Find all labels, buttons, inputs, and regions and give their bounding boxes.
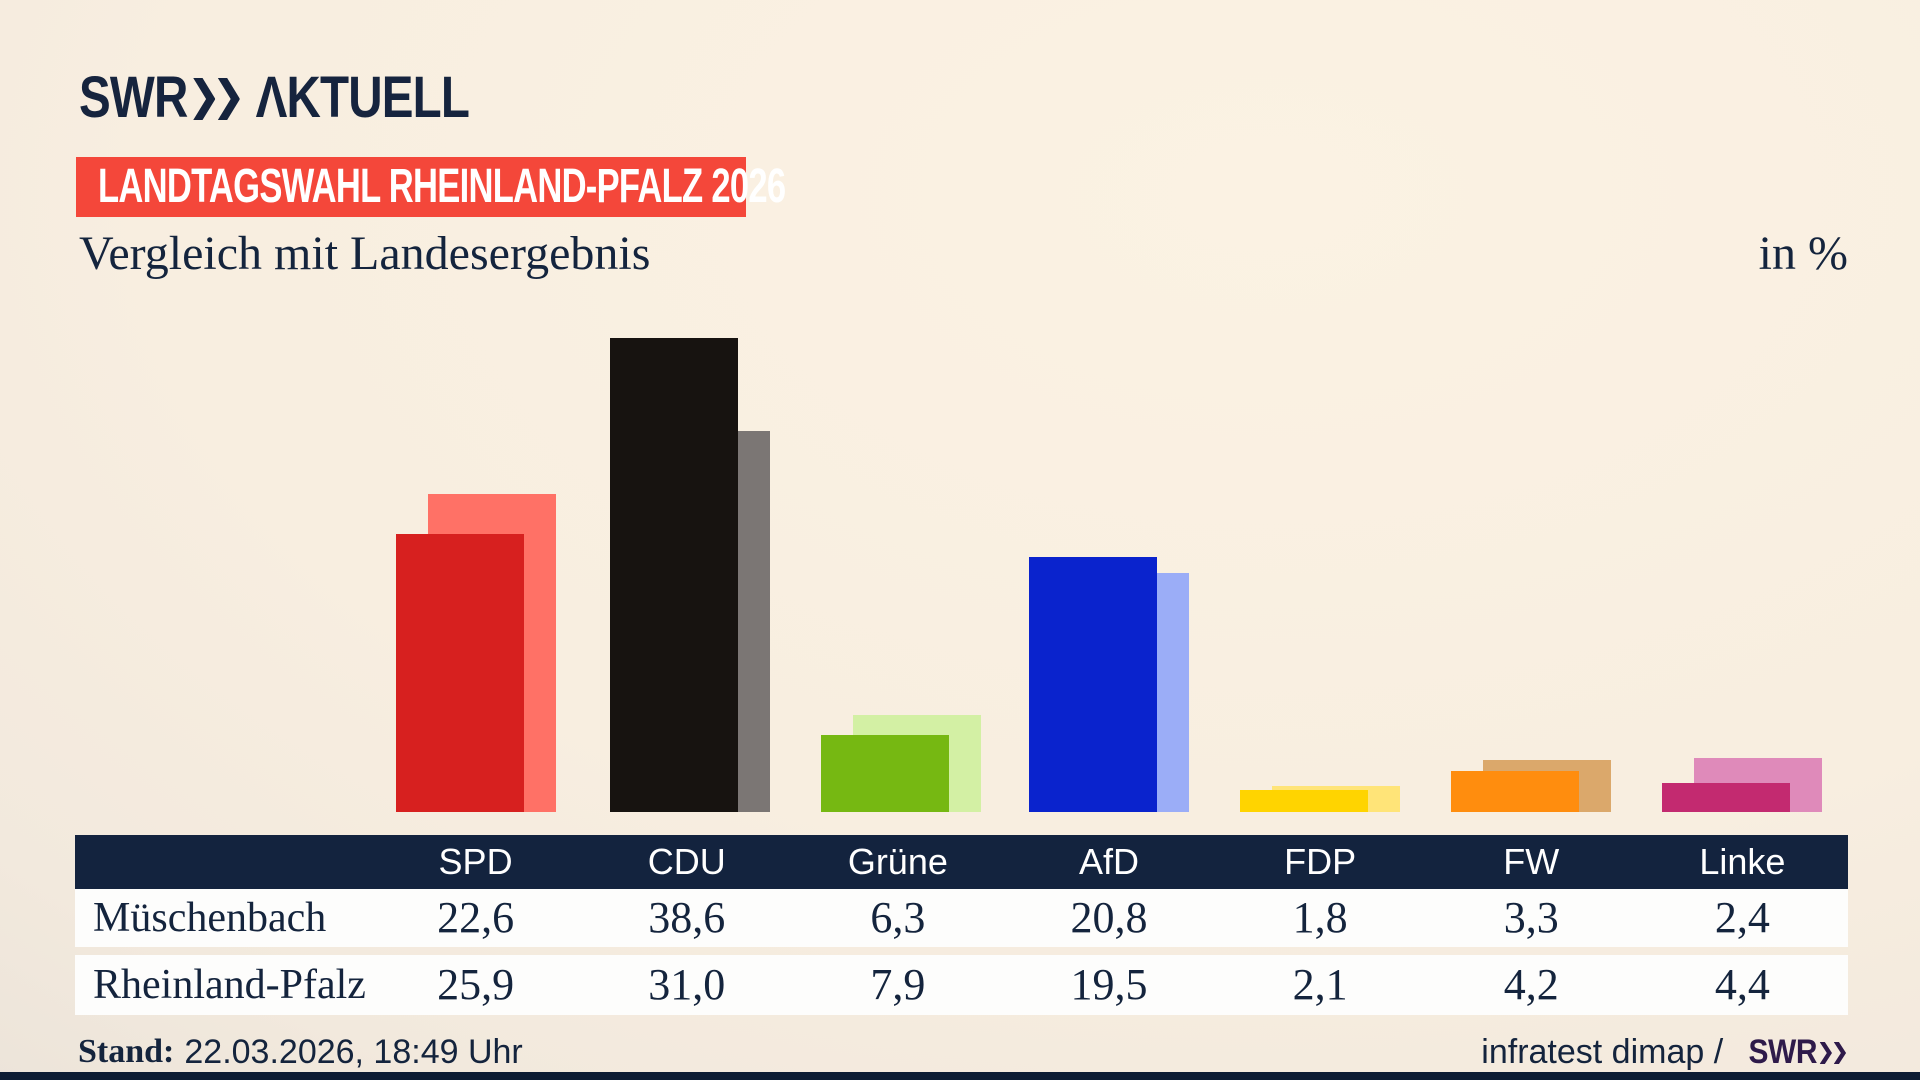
chevron-right-icon bbox=[1819, 1042, 1833, 1064]
value-Müschenbach-FDP: 1,8 bbox=[1292, 893, 1348, 942]
election-badge: LANDTAGSWAHL RHEINLAND-PFALZ 2026 bbox=[76, 157, 786, 217]
value-Müschenbach-CDU: 38,6 bbox=[648, 893, 726, 942]
election-badge-text: LANDTAGSWAHL RHEINLAND-PFALZ 2026 bbox=[98, 160, 786, 213]
swr-aktuell-logo: SWR ΛKTUELL bbox=[79, 65, 470, 130]
value-Rheinland-Pfalz-Linke: 4,4 bbox=[1714, 960, 1770, 1009]
chart-title: Vergleich mit Landesergebnis bbox=[79, 227, 651, 280]
timestamp: Stand: 22.03.2026, 18:49 Uhr bbox=[78, 1032, 523, 1072]
value-Rheinland-Pfalz-FDP: 2,1 bbox=[1292, 960, 1348, 1009]
swr-footer-wordmark: SWR bbox=[1748, 1033, 1818, 1071]
unit-label: in % bbox=[1758, 227, 1848, 280]
source-text: infratest dimap / bbox=[1481, 1033, 1724, 1071]
column-header-SPD: SPD bbox=[438, 841, 513, 882]
row-label: Müschenbach bbox=[93, 895, 327, 941]
column-header-Linke: Linke bbox=[1699, 841, 1786, 882]
column-header-FDP: FDP bbox=[1284, 841, 1357, 882]
double-chevron-icon bbox=[193, 78, 242, 120]
table-header-row: SPD CDU Grüne AfD FDP FW Linke bbox=[75, 835, 1848, 889]
column-header-Grüne: Grüne bbox=[847, 841, 948, 882]
chevron-right-icon bbox=[1833, 1042, 1847, 1064]
column-header-CDU: CDU bbox=[647, 841, 726, 882]
bar-mueschenbach-FDP bbox=[1240, 790, 1368, 812]
swr-wordmark: SWR bbox=[79, 65, 188, 130]
table-row: Rheinland-Pfalz 25,9 31,0 7,9 19,5 2,1 4,2 4,4 bbox=[75, 955, 1848, 1015]
value-Rheinland-Pfalz-Grüne: 7,9 bbox=[870, 960, 926, 1009]
value-Müschenbach-Grüne: 6,3 bbox=[870, 893, 926, 942]
column-header-AfD: AfD bbox=[1078, 841, 1139, 882]
bar-mueschenbach-SPD bbox=[396, 534, 524, 812]
bar-mueschenbach-FW bbox=[1451, 771, 1579, 812]
value-Rheinland-Pfalz-CDU: 31,0 bbox=[648, 960, 726, 1009]
bar-mueschenbach-Linke bbox=[1662, 783, 1790, 812]
bar-mueschenbach-AfD bbox=[1029, 557, 1157, 812]
value-Rheinland-Pfalz-SPD: 25,9 bbox=[437, 960, 515, 1009]
swr-footer-logo: SWR bbox=[1749, 1035, 1848, 1069]
source-attribution: infratest dimap / SWR bbox=[1481, 1032, 1848, 1072]
table-row: Müschenbach 22,6 38,6 6,3 20,8 1,8 3,3 2,4 bbox=[75, 889, 1848, 947]
bottom-edge-bar bbox=[0, 1072, 1920, 1080]
aktuell-wordmark: ΛKTUELL bbox=[255, 65, 470, 130]
bar-mueschenbach-Grüne bbox=[821, 735, 949, 812]
stand-value: 22.03.2026, 18:49 Uhr bbox=[184, 1033, 523, 1071]
value-Müschenbach-FW: 3,3 bbox=[1503, 893, 1559, 942]
value-Rheinland-Pfalz-AfD: 19,5 bbox=[1070, 960, 1148, 1009]
bar-mueschenbach-CDU bbox=[610, 338, 738, 812]
value-Müschenbach-SPD: 22,6 bbox=[437, 893, 515, 942]
column-header-FW: FW bbox=[1503, 841, 1560, 882]
stand-label: Stand: bbox=[78, 1033, 175, 1070]
value-Rheinland-Pfalz-FW: 4,2 bbox=[1503, 960, 1559, 1009]
row-label: Rheinland-Pfalz bbox=[93, 962, 366, 1008]
value-Müschenbach-Linke: 2,4 bbox=[1714, 893, 1770, 942]
double-chevron-icon bbox=[1819, 1042, 1848, 1064]
value-Müschenbach-AfD: 20,8 bbox=[1070, 893, 1148, 942]
